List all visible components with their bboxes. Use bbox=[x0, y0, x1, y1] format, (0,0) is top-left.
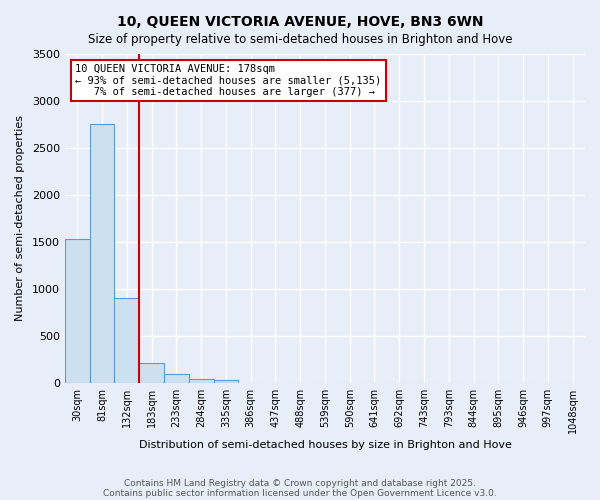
Bar bbox=[89, 124, 115, 383]
Bar bbox=[164, 374, 189, 383]
Text: 10, QUEEN VICTORIA AVENUE, HOVE, BN3 6WN: 10, QUEEN VICTORIA AVENUE, HOVE, BN3 6WN bbox=[117, 15, 483, 29]
Bar bbox=[139, 363, 164, 383]
Text: 10 QUEEN VICTORIA AVENUE: 178sqm
← 93% of semi-detached houses are smaller (5,13: 10 QUEEN VICTORIA AVENUE: 178sqm ← 93% o… bbox=[76, 64, 382, 97]
Bar bbox=[214, 380, 238, 383]
Bar bbox=[65, 239, 89, 383]
Bar bbox=[115, 298, 139, 383]
Y-axis label: Number of semi-detached properties: Number of semi-detached properties bbox=[15, 116, 25, 322]
Text: Contains HM Land Registry data © Crown copyright and database right 2025.: Contains HM Land Registry data © Crown c… bbox=[124, 478, 476, 488]
X-axis label: Distribution of semi-detached houses by size in Brighton and Hove: Distribution of semi-detached houses by … bbox=[139, 440, 511, 450]
Text: Contains public sector information licensed under the Open Government Licence v3: Contains public sector information licen… bbox=[103, 488, 497, 498]
Bar bbox=[189, 379, 214, 383]
Text: Size of property relative to semi-detached houses in Brighton and Hove: Size of property relative to semi-detach… bbox=[88, 32, 512, 46]
